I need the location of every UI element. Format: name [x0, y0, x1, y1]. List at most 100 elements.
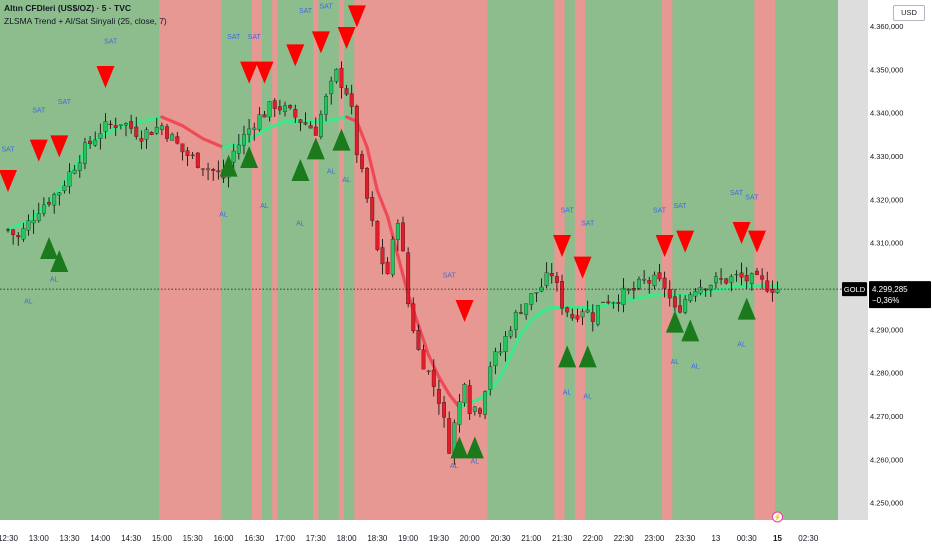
x-tick-label: 13:00: [29, 534, 50, 543]
sell-signal-triangle: [96, 66, 115, 88]
al-label: AL: [50, 277, 59, 284]
y-tick-label: 4.280,000: [870, 369, 903, 378]
sell-signal-triangle: [286, 44, 305, 67]
sat-label: SAT: [745, 194, 759, 201]
y-tick-label: 4.270,000: [870, 412, 903, 421]
zlsma-segment: [498, 364, 508, 379]
currency-button[interactable]: USD: [893, 5, 925, 21]
bear-candle: [293, 109, 298, 118]
bull-candle: [534, 292, 539, 294]
zlsma-segment: [396, 254, 405, 277]
zlsma-segment: [375, 189, 385, 206]
indicator-legend[interactable]: ZLSMA Trend + Al/Sat Sinyali (25, close,…: [4, 16, 167, 26]
sat-label: SAT: [320, 4, 334, 11]
sat-label: SAT: [299, 8, 313, 15]
al-label: AL: [24, 298, 33, 305]
zlsma-segment: [514, 332, 523, 347]
bear-candle: [149, 132, 154, 136]
bear-candle: [129, 121, 134, 129]
bull-candle: [62, 185, 67, 192]
x-tick-label: 20:00: [460, 534, 481, 543]
bull-candle: [267, 101, 272, 118]
bull-candle: [498, 351, 503, 354]
bull-candle: [41, 204, 46, 214]
zlsma-segment: [432, 364, 441, 379]
x-tick-label: 21:30: [552, 534, 573, 543]
zlsma-segment: [421, 338, 431, 357]
al-label: AL: [327, 168, 336, 175]
bull-candle: [457, 401, 462, 425]
x-tick-label: 13:30: [60, 534, 81, 543]
bear-candle: [447, 418, 452, 454]
buy-signal-triangle: [50, 250, 69, 272]
bull-candle: [31, 220, 36, 224]
bear-candle: [411, 303, 416, 332]
bear-candle: [436, 389, 441, 404]
sell-signal-triangle: [553, 235, 572, 257]
bear-candle: [180, 143, 185, 153]
buy-signal-triangle: [450, 436, 469, 459]
event-marker-icon: [772, 511, 783, 523]
sell-signal-triangle: [676, 230, 695, 253]
bull-candle: [324, 96, 329, 115]
y-tick-label: 4.350,000: [870, 65, 903, 74]
bear-candle: [565, 307, 570, 313]
bearish-zone: [313, 0, 319, 520]
buy-signal-triangle: [40, 237, 59, 259]
zlsma-segment: [504, 353, 513, 368]
bear-candle: [570, 314, 575, 319]
bear-candle: [200, 168, 205, 170]
bear-candle: [467, 385, 472, 415]
bull-candle: [77, 162, 82, 171]
sell-signal-triangle: [573, 256, 592, 279]
zlsma-segment: [360, 132, 369, 149]
bear-candle: [719, 278, 724, 280]
sell-signal-triangle: [0, 170, 17, 192]
bull-candle: [67, 171, 72, 187]
buy-signal-triangle: [219, 154, 238, 177]
sell-signal-triangle: [240, 61, 259, 84]
x-tick-label: 19:30: [429, 534, 450, 543]
bull-candle: [334, 69, 339, 82]
bull-candle: [585, 309, 590, 313]
x-tick-label: 14:30: [121, 534, 142, 543]
buy-signal-triangle: [291, 159, 310, 181]
bear-candle: [339, 67, 344, 88]
symbol-tag-label: GOLD: [844, 285, 866, 294]
chart-title: Altın CFDleri (US$/OZ) · 5 · TVC: [4, 3, 132, 13]
bull-candle: [524, 303, 529, 315]
bull-candle: [462, 384, 467, 404]
al-label: AL: [583, 394, 592, 401]
bull-candle: [83, 142, 87, 164]
bearish-zone: [662, 0, 673, 520]
bull-candle: [236, 144, 241, 154]
bear-candle: [401, 222, 405, 252]
x-tick-label: 23:30: [675, 534, 696, 543]
y-tick-label: 4.250,000: [870, 499, 903, 508]
bull-candle: [57, 192, 62, 196]
bearish-zone: [554, 0, 565, 520]
bull-candle: [734, 274, 739, 276]
al-label: AL: [563, 389, 572, 396]
bull-candle: [26, 220, 31, 231]
bear-candle: [744, 275, 749, 282]
zlsma-segment: [386, 215, 395, 238]
bear-candle: [421, 349, 426, 370]
bull-candle: [688, 294, 693, 301]
zlsma-segment: [365, 145, 374, 171]
buy-signal-triangle: [332, 128, 351, 151]
bear-candle: [724, 278, 729, 284]
bear-candle: [272, 100, 277, 109]
bear-candle: [431, 369, 436, 387]
buy-signal-triangle: [737, 297, 756, 320]
zlsma-segment: [427, 353, 436, 368]
sat-label: SAT: [1, 147, 15, 154]
sell-signal-triangle: [655, 235, 674, 257]
sell-signal-triangle: [337, 27, 356, 49]
price-tag-value: 4.299,285: [872, 285, 908, 294]
bear-candle: [277, 106, 282, 111]
bull-candle: [242, 134, 246, 146]
bull-candle: [611, 302, 616, 304]
bull-candle: [72, 169, 77, 174]
